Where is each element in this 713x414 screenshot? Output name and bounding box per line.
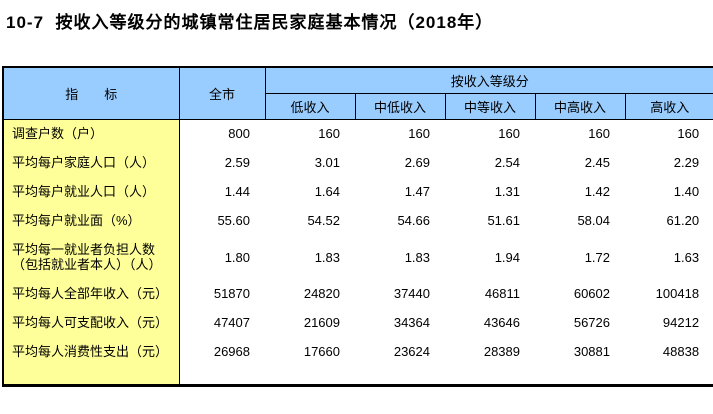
income-group-header: 按收入等级分 (264, 66, 713, 94)
spacer-data-cell (179, 366, 713, 385)
row-label: 平均每人可支配收入（元） (3, 308, 180, 337)
cell-value: 58.04 (535, 206, 625, 235)
cell-value: 47407 (179, 308, 265, 337)
row-label: 调查户数（户） (3, 119, 180, 148)
table-row: 平均每户就业人口（人） 1.44 1.64 1.47 1.31 1.42 1.4… (3, 177, 713, 206)
row-label: 平均每一就业者负担人数 （包括就业者本人）（人） (3, 235, 180, 279)
cell-value: 28389 (445, 337, 535, 366)
spacer-row (3, 366, 713, 385)
cell-value: 61.20 (625, 206, 713, 235)
cell-value: 1.94 (445, 235, 535, 279)
city-column-header: 全市 (178, 66, 266, 120)
table-body: 调查户数（户） 800 160 160 160 160 160 平均每户家庭人口… (3, 119, 713, 385)
cell-value: 46811 (445, 279, 535, 308)
row-label: 平均每户就业人口（人） (3, 177, 180, 206)
cell-value: 34364 (355, 308, 445, 337)
cell-value: 160 (445, 119, 535, 148)
income-level-header-middle: 中等收入 (444, 92, 536, 120)
row-label: 平均每人全部年收入（元） (3, 279, 180, 308)
row-label-line2: （包括就业者本人）（人） (12, 257, 162, 272)
cell-value: 54.66 (355, 206, 445, 235)
income-level-header-high: 高收入 (624, 92, 713, 120)
page-title: 10-7 按收入等级分的城镇常住居民家庭基本情况（2018年） (6, 13, 494, 32)
cell-value: 43646 (445, 308, 535, 337)
table-row: 平均每户家庭人口（人） 2.59 3.01 2.69 2.54 2.45 2.2… (3, 148, 713, 177)
cell-value: 2.69 (355, 148, 445, 177)
table-row: 平均每人消费性支出（元） 26968 17660 23624 28389 308… (3, 337, 713, 366)
cell-value: 51870 (179, 279, 265, 308)
cell-value: 1.64 (265, 177, 355, 206)
cell-value: 160 (625, 119, 713, 148)
cell-value: 55.60 (179, 206, 265, 235)
cell-value: 800 (179, 119, 265, 148)
cell-value: 23624 (355, 337, 445, 366)
income-level-header-midhigh: 中高收入 (534, 92, 626, 120)
income-level-header-low: 低收入 (264, 92, 356, 120)
cell-value: 1.40 (625, 177, 713, 206)
table-row: 平均每一就业者负担人数 （包括就业者本人）（人） 1.80 1.83 1.83 1… (3, 235, 713, 279)
indicator-column-header: 指 标 (2, 66, 180, 120)
table-header: 指 标 全市 按收入等级分 低收入 中低收入 中等收入 中高收入 高收入 (2, 66, 713, 120)
cell-value: 100418 (625, 279, 713, 308)
cell-value: 160 (265, 119, 355, 148)
cell-value: 160 (535, 119, 625, 148)
income-level-header-midlow: 中低收入 (354, 92, 446, 120)
cell-value: 1.83 (265, 235, 355, 279)
table-row: 平均每人可支配收入（元） 47407 21609 34364 43646 567… (3, 308, 713, 337)
spacer-label-cell (3, 366, 180, 385)
cell-value: 1.42 (535, 177, 625, 206)
cell-value: 2.29 (625, 148, 713, 177)
row-label: 平均每人消费性支出（元） (3, 337, 180, 366)
cell-value: 2.59 (179, 148, 265, 177)
row-label: 平均每户家庭人口（人） (3, 148, 180, 177)
cell-value: 1.63 (625, 235, 713, 279)
cell-value: 21609 (265, 308, 355, 337)
cell-value: 1.44 (179, 177, 265, 206)
cell-value: 17660 (265, 337, 355, 366)
cell-value: 26968 (179, 337, 265, 366)
row-label: 平均每户就业面（%） (3, 206, 180, 235)
cell-value: 1.83 (355, 235, 445, 279)
cell-value: 1.31 (445, 177, 535, 206)
table-row: 平均每户就业面（%） 55.60 54.52 54.66 51.61 58.04… (3, 206, 713, 235)
statistics-table: 指 标 全市 按收入等级分 低收入 中低收入 中等收入 中高收入 高收入 调查户… (2, 66, 713, 387)
cell-value: 1.80 (179, 235, 265, 279)
cell-value: 1.47 (355, 177, 445, 206)
cell-value: 48838 (625, 337, 713, 366)
row-label-line1: 平均每一就业者负担人数 (12, 242, 156, 257)
cell-value: 2.54 (445, 148, 535, 177)
cell-value: 3.01 (265, 148, 355, 177)
cell-value: 51.61 (445, 206, 535, 235)
cell-value: 60602 (535, 279, 625, 308)
cell-value: 24820 (265, 279, 355, 308)
cell-value: 2.45 (535, 148, 625, 177)
table-row: 平均每人全部年收入（元） 51870 24820 37440 46811 606… (3, 279, 713, 308)
cell-value: 54.52 (265, 206, 355, 235)
cell-value: 30881 (535, 337, 625, 366)
cell-value: 56726 (535, 308, 625, 337)
cell-value: 160 (355, 119, 445, 148)
cell-value: 1.72 (535, 235, 625, 279)
table-row: 调查户数（户） 800 160 160 160 160 160 (3, 119, 713, 148)
cell-value: 94212 (625, 308, 713, 337)
cell-value: 37440 (355, 279, 445, 308)
